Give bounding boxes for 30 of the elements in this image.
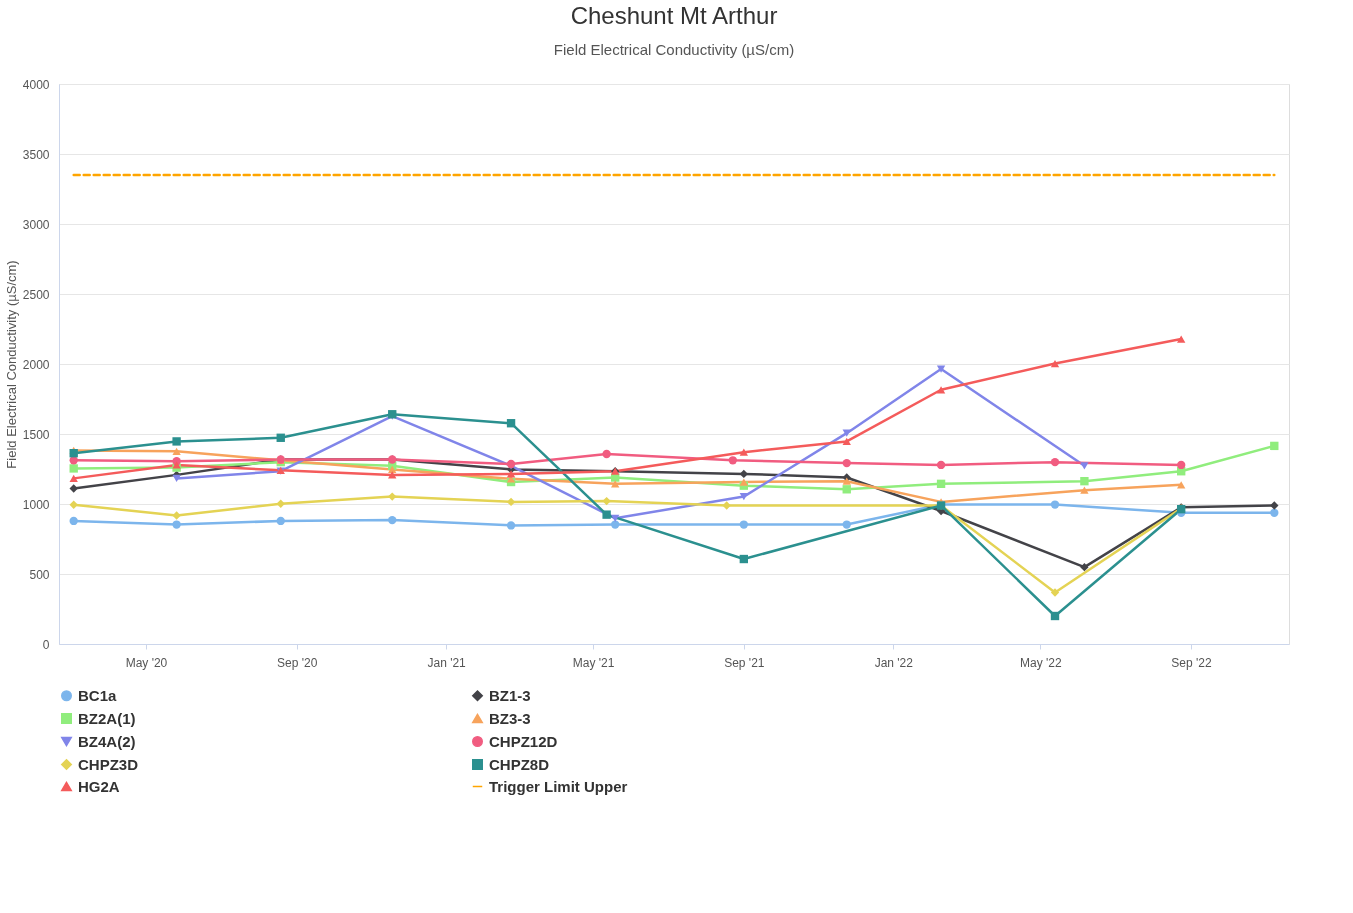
legend-label: CHPZ12D: [489, 732, 558, 750]
legend-label: BC1a: [78, 686, 118, 704]
x-tick-label: May '21: [572, 655, 615, 670]
y-tick-label: 3000: [22, 217, 50, 232]
y-tick-label: 4000: [22, 77, 50, 92]
x-tick-label: Sep '20: [277, 655, 318, 670]
chart-subtitle: Field Electrical Conductivity (µS/cm): [553, 41, 795, 58]
x-tick-label: May '22: [1019, 655, 1062, 670]
y-tick-label: 1500: [22, 427, 50, 442]
x-tick-label: Sep '21: [724, 655, 765, 670]
y-tick-label: 2000: [22, 357, 50, 372]
legend-label: BZ3-3: [489, 709, 531, 727]
y-tick-label: 2500: [22, 287, 50, 302]
y-axis-title: Field Electrical Conductivity (µS/cm): [3, 260, 19, 469]
legend-label: CHPZ8D: [489, 755, 550, 773]
x-tick-label: May '20: [125, 655, 168, 670]
legend-label: Trigger Limit Upper: [489, 777, 628, 795]
legend-label: HG2A: [78, 777, 120, 795]
legend-label: CHPZ3D: [78, 755, 139, 773]
legend-label: BZ1-3: [489, 686, 531, 704]
chart-title: Cheshunt Mt Arthur: [570, 2, 778, 29]
y-tick-label: 500: [29, 567, 50, 582]
x-tick-label: Jan '21: [427, 655, 467, 670]
legend-label: BZ4A(2): [78, 732, 136, 750]
y-tick-label: 3500: [22, 147, 50, 162]
x-tick-label: Jan '22: [874, 655, 914, 670]
y-tick-label: 1000: [22, 497, 50, 512]
x-tick-label: Sep '22: [1171, 655, 1212, 670]
legend-label: BZ2A(1): [78, 709, 136, 727]
y-tick-label: 0: [42, 637, 50, 652]
